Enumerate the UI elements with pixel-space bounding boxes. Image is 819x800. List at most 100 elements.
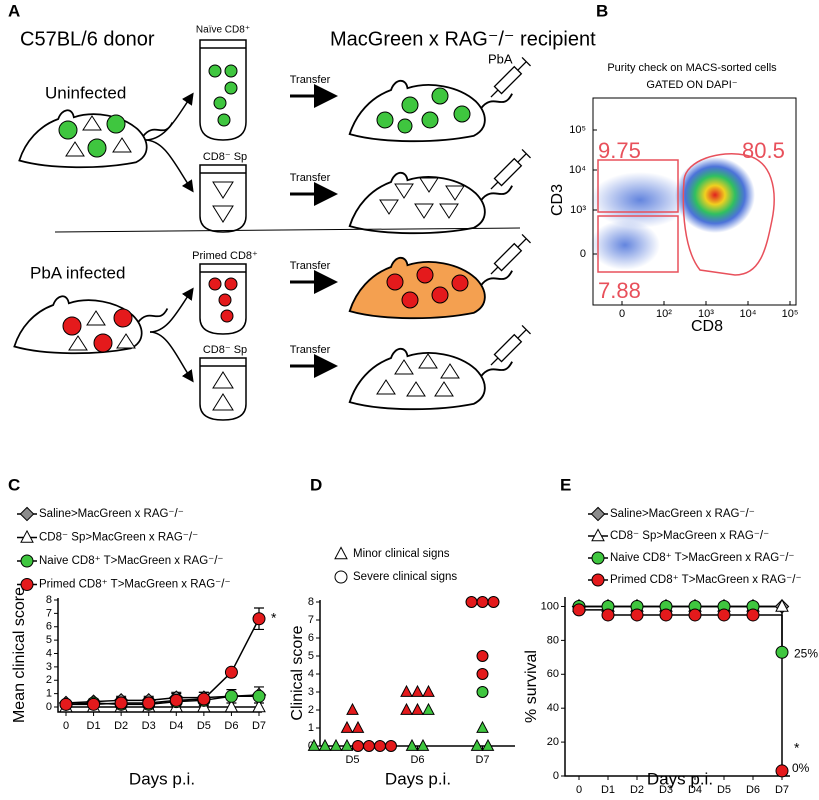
y-tick-label: 3: [308, 686, 314, 698]
x-tick-label: D7: [475, 754, 489, 766]
x-tick-label: D5: [197, 720, 211, 732]
tube-label: Primed CD8⁺: [192, 250, 258, 262]
marker: [329, 738, 343, 751]
y-tick-label: 80: [547, 634, 559, 646]
x-tick-label: D1: [87, 720, 101, 732]
y-tick-label: 6: [46, 621, 52, 633]
legend-label: CD8⁻ Sp>MacGreen x RAG⁻/⁻: [610, 530, 769, 542]
gate: [597, 215, 679, 273]
x-tick-label: D3: [142, 720, 156, 732]
cells: [62, 308, 136, 353]
x-tick-label: 10⁴: [740, 308, 757, 320]
y-tick-label: 100: [541, 600, 559, 612]
marker: [400, 702, 413, 715]
panel-label: C: [8, 475, 20, 494]
group-label: PbA infected: [30, 263, 125, 282]
y-tick-label: 1: [46, 688, 52, 700]
marker: [476, 668, 489, 680]
divider: [54, 227, 521, 233]
y-tick-label: 4: [308, 668, 314, 680]
marker: [385, 740, 397, 752]
legend-label: Primed CD8⁺ T>MacGreen x RAG⁻/⁻: [610, 574, 802, 586]
x-tick-label: D6: [746, 784, 760, 796]
marker: [363, 740, 375, 752]
y-tick-label: 8: [308, 596, 314, 608]
gate-value: 80.5: [742, 138, 785, 163]
x-tick-label: D6: [410, 754, 424, 766]
legend-label: Severe clinical signs: [353, 571, 457, 583]
marker: [601, 608, 615, 622]
flow-title: Purity check on MACS-sorted cells: [607, 62, 777, 74]
marker: [346, 702, 359, 715]
legend-marker: [20, 554, 34, 568]
marker: [422, 702, 435, 715]
annotation: *: [794, 740, 800, 756]
chart: D012345678D5D6D7Days p.i.Clinical scoreM…: [289, 475, 515, 788]
marker: [422, 684, 435, 697]
x-tick-label: D4: [688, 784, 702, 796]
annotation: 25%: [794, 646, 818, 660]
group-label: Uninfected: [45, 83, 126, 102]
panel-label: A: [8, 1, 20, 20]
marker: [340, 738, 354, 751]
cells: [208, 64, 238, 411]
marker: [411, 684, 424, 697]
y-tick-label: 5: [308, 650, 314, 662]
marker: [775, 645, 789, 659]
legend-marker: [591, 573, 605, 587]
marker: [717, 608, 731, 622]
y-tick-label: 10⁴: [569, 164, 586, 176]
legend-marker: [20, 529, 34, 543]
marker: [775, 764, 789, 778]
x-tick-label: D7: [252, 720, 266, 732]
y-tick-label: 0: [553, 770, 559, 782]
marker: [252, 689, 266, 703]
marker: [572, 603, 586, 617]
y-tick-label: 1: [308, 722, 314, 734]
marker: [481, 738, 495, 751]
marker: [465, 596, 478, 608]
marker: [411, 702, 424, 715]
y-tick-label: 2: [46, 674, 52, 686]
marker: [340, 720, 354, 733]
axis-title: Days p.i.: [385, 769, 451, 788]
gate-value: 7.88: [598, 278, 641, 303]
y-tick-label: 0: [46, 701, 52, 713]
x-tick-label: D4: [169, 720, 183, 732]
x-tick-label: D1: [601, 784, 615, 796]
y-tick-label: 4: [46, 647, 52, 659]
panel-b: B Purity check on MACS-sorted cells GATE…: [549, 1, 798, 335]
marker: [476, 596, 489, 608]
marker: [746, 608, 760, 622]
y-tick-label: 10³: [570, 204, 586, 216]
y-tick-label: 20: [547, 736, 559, 748]
legend-marker: [20, 578, 34, 591]
marker: [400, 684, 413, 697]
panel-label: D: [310, 475, 322, 494]
marker: [405, 738, 419, 751]
marker: [224, 665, 238, 679]
marker: [318, 738, 332, 751]
x-tick-label: D7: [775, 784, 789, 796]
legend-label: Primed CD8⁺ T>MacGreen x RAG⁻/⁻: [39, 579, 231, 591]
x-tick-label: 10³: [698, 308, 714, 320]
legend-marker: [591, 551, 605, 565]
mouse: [348, 256, 514, 320]
split-arrow: [144, 92, 194, 383]
marker: [87, 697, 101, 711]
transfer-arrow: [290, 84, 338, 378]
marker: [416, 738, 430, 751]
legend-marker: [19, 506, 35, 522]
axis: [564, 597, 790, 777]
y-tick-label: 0: [580, 248, 586, 260]
legend-label: CD8⁻ Sp>MacGreen x RAG⁻/⁻: [39, 532, 198, 544]
marker: [169, 693, 183, 707]
x-tick-label: D3: [659, 784, 673, 796]
marker: [197, 692, 211, 706]
chart: E 0 20 40 60 80 100 0 D1 D2 D3 D4 D5 D6 D7 Days p.i. % s…: [523, 475, 818, 795]
syringe: [490, 57, 531, 366]
axis-title: CD8: [691, 318, 723, 335]
marker: [252, 699, 266, 713]
legend-label: Saline>MacGreen x RAG⁻/⁻: [610, 508, 755, 520]
